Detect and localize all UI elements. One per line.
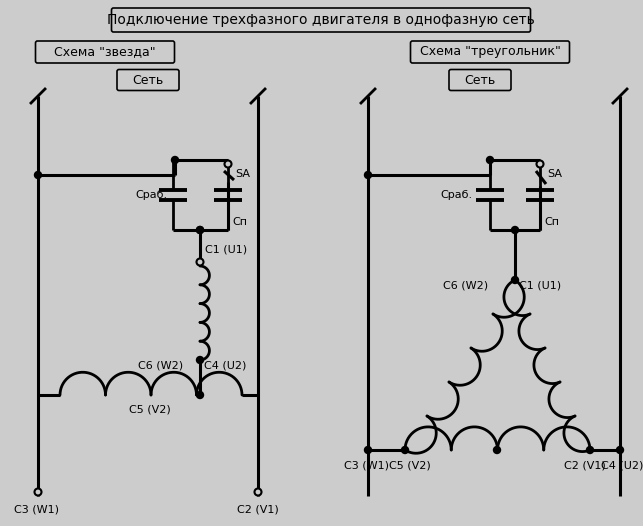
Text: Схема "звезда": Схема "звезда" bbox=[54, 46, 156, 58]
Text: Сп: Сп bbox=[544, 217, 559, 227]
Text: Сп: Сп bbox=[232, 217, 247, 227]
Circle shape bbox=[197, 258, 203, 266]
Circle shape bbox=[35, 489, 42, 495]
Circle shape bbox=[511, 277, 518, 284]
Text: C6 (W2): C6 (W2) bbox=[443, 281, 488, 291]
Text: Подключение трехфазного двигателя в однофазную сеть: Подключение трехфазного двигателя в одно… bbox=[107, 13, 535, 27]
FancyBboxPatch shape bbox=[117, 69, 179, 90]
Circle shape bbox=[197, 357, 203, 363]
Circle shape bbox=[536, 160, 543, 167]
Circle shape bbox=[255, 489, 262, 495]
Text: С5 (V2): С5 (V2) bbox=[389, 460, 431, 470]
Text: С2 (V1): С2 (V1) bbox=[564, 460, 606, 470]
Circle shape bbox=[365, 447, 372, 453]
Circle shape bbox=[35, 171, 42, 178]
Circle shape bbox=[172, 157, 179, 164]
FancyBboxPatch shape bbox=[410, 41, 570, 63]
Text: C6 (W2): C6 (W2) bbox=[138, 360, 183, 370]
Text: SA: SA bbox=[547, 169, 562, 179]
Text: Схема "треугольник": Схема "треугольник" bbox=[420, 46, 561, 58]
FancyBboxPatch shape bbox=[449, 69, 511, 90]
Circle shape bbox=[197, 391, 203, 399]
Text: C1 (U1): C1 (U1) bbox=[519, 281, 561, 291]
Text: С2 (V1): С2 (V1) bbox=[237, 504, 279, 514]
Circle shape bbox=[511, 227, 518, 234]
Circle shape bbox=[224, 160, 231, 167]
FancyBboxPatch shape bbox=[35, 41, 174, 63]
Text: Сеть: Сеть bbox=[132, 74, 163, 86]
Circle shape bbox=[197, 227, 203, 234]
FancyBboxPatch shape bbox=[111, 8, 530, 32]
Text: Сраб.: Сраб. bbox=[135, 190, 167, 200]
Circle shape bbox=[197, 227, 203, 234]
Text: C1 (U1): C1 (U1) bbox=[205, 245, 247, 255]
Text: SA: SA bbox=[235, 169, 250, 179]
Circle shape bbox=[617, 447, 624, 453]
Circle shape bbox=[487, 157, 493, 164]
Circle shape bbox=[586, 447, 593, 453]
Circle shape bbox=[401, 447, 408, 453]
Circle shape bbox=[493, 447, 500, 453]
Text: С4 (U2): С4 (U2) bbox=[601, 460, 643, 470]
Text: Сеть: Сеть bbox=[464, 74, 496, 86]
Text: C4 (U2): C4 (U2) bbox=[204, 360, 246, 370]
Text: Сраб.: Сраб. bbox=[440, 190, 472, 200]
Circle shape bbox=[365, 171, 372, 178]
Text: С3 (W1): С3 (W1) bbox=[343, 460, 388, 470]
Text: C5 (V2): C5 (V2) bbox=[129, 404, 171, 414]
Text: С3 (W1): С3 (W1) bbox=[14, 504, 59, 514]
